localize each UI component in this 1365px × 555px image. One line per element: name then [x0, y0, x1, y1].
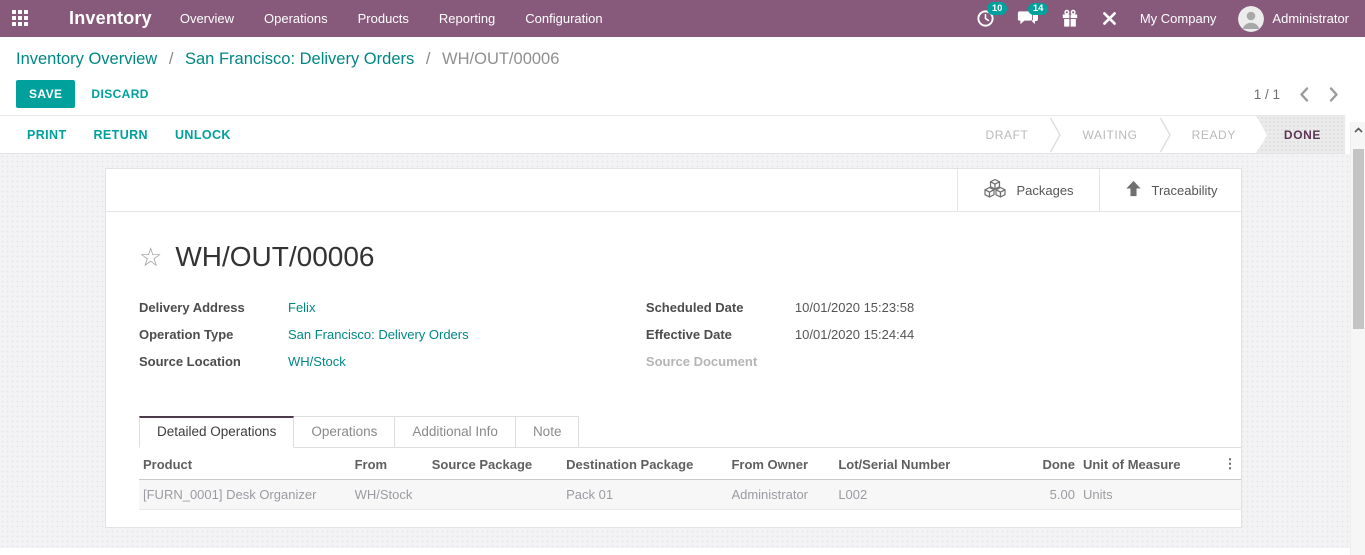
breadcrumb-inventory-overview[interactable]: Inventory Overview — [16, 50, 158, 68]
pager-prev-icon[interactable] — [1298, 86, 1310, 103]
cell-lot-serial: L002 — [834, 479, 1024, 510]
scheduled-date-label: Scheduled Date — [645, 300, 744, 315]
pager-count: 1 / 1 — [1253, 86, 1280, 102]
return-button[interactable]: RETURN — [93, 127, 148, 142]
source-location-value[interactable]: WH/Stock — [288, 354, 346, 369]
cell-product: [FURN_0001] Desk Organizer — [139, 479, 351, 510]
tab-operations[interactable]: Operations — [294, 416, 396, 448]
content-area: Packages Traceability ☆ WH/OUT/00006 — [0, 154, 1365, 548]
tab-detailed-operations[interactable]: Detailed Operations — [139, 416, 295, 448]
cell-source-package — [427, 479, 563, 510]
messages-icon[interactable]: 14 — [1016, 2, 1049, 28]
menu-operations[interactable]: Operations — [264, 11, 328, 26]
detailed-operations-table: Product From Source Package Destination … — [139, 448, 1241, 510]
statusbar: DRAFT WAITING READY DONE — [965, 116, 1345, 153]
cell-unit-of-measure: Units — [1078, 479, 1219, 510]
status-done[interactable]: DONE — [1255, 116, 1345, 153]
cell-from-owner: Administrator — [727, 479, 835, 510]
user-avatar[interactable] — [1238, 5, 1265, 32]
unlock-button[interactable]: UNLOCK — [174, 127, 231, 142]
tab-note[interactable]: Note — [515, 416, 580, 448]
cubes-icon — [983, 178, 1007, 202]
col-source-package: Source Package — [427, 448, 563, 480]
print-button[interactable]: PRINT — [27, 127, 67, 142]
source-location-label: Source Location — [139, 354, 241, 369]
packages-button[interactable]: Packages — [957, 169, 1099, 211]
breadcrumb-separator: / — [425, 50, 431, 68]
optional-columns-icon[interactable]: ⋮ — [1218, 448, 1241, 480]
action-row: SAVE DISCARD 1 / 1 — [0, 73, 1365, 115]
page-title: WH/OUT/00006 — [175, 241, 375, 272]
delivery-address-value[interactable]: Felix — [288, 300, 316, 315]
pager: 1 / 1 — [1254, 86, 1340, 103]
traceability-label: Traceability — [1151, 182, 1218, 198]
statusbar-chevron-icon — [1048, 116, 1062, 153]
scrollbar[interactable] — [1350, 122, 1365, 555]
user-menu[interactable]: Administrator — [1272, 11, 1349, 26]
control-panel-buttons: PRINT RETURN UNLOCK — [27, 116, 231, 153]
col-done: Done — [1023, 448, 1079, 480]
menu-reporting[interactable]: Reporting — [438, 11, 496, 26]
col-lot-serial: Lot/Serial Number — [834, 448, 1024, 480]
app-name[interactable]: Inventory — [69, 8, 152, 28]
scroll-up-icon[interactable] — [1351, 122, 1365, 138]
status-ready[interactable]: READY — [1191, 127, 1236, 142]
messages-badge: 14 — [1027, 2, 1049, 15]
packages-label: Packages — [1016, 182, 1074, 198]
save-button[interactable]: SAVE — [16, 80, 76, 108]
gift-icon[interactable] — [1061, 9, 1079, 28]
activity-badge: 10 — [986, 2, 1008, 15]
source-document-label: Source Document — [645, 354, 758, 369]
field-groups: Delivery Address Felix Operation Type Sa… — [139, 300, 1241, 381]
tools-icon[interactable] — [1101, 10, 1118, 27]
cell-done: 5.00 — [1023, 479, 1079, 510]
operation-type-value[interactable]: San Francisco: Delivery Orders — [288, 327, 469, 342]
breadcrumb-delivery-orders[interactable]: San Francisco: Delivery Orders — [185, 50, 415, 68]
operation-type-label: Operation Type — [139, 327, 234, 342]
button-box: Packages Traceability — [106, 169, 1241, 212]
app-menu: Overview Operations Products Reporting C… — [180, 11, 603, 26]
breadcrumb-separator: / — [168, 50, 174, 68]
breadcrumb: Inventory Overview / San Francisco: Deli… — [0, 37, 1365, 73]
effective-date-value[interactable]: 10/01/2020 15:24:44 — [794, 327, 915, 342]
cell-from: WH/Stock — [350, 479, 428, 510]
scheduled-date-value[interactable]: 10/01/2020 15:23:58 — [794, 300, 915, 315]
col-unit-of-measure: Unit of Measure — [1078, 448, 1219, 480]
status-waiting[interactable]: WAITING — [1082, 127, 1138, 142]
company-switcher[interactable]: My Company — [1139, 11, 1217, 26]
nav-right: 10 14 My Company — [976, 2, 1349, 32]
scrollbar-thumb[interactable] — [1353, 149, 1364, 329]
discard-button[interactable]: DISCARD — [91, 87, 149, 101]
control-panel: PRINT RETURN UNLOCK DRAFT WAITING READY … — [0, 115, 1345, 154]
cell-destination-package: Pack 01 — [562, 479, 728, 510]
status-draft[interactable]: DRAFT — [985, 127, 1029, 142]
col-from: From — [350, 448, 428, 480]
menu-overview[interactable]: Overview — [179, 11, 235, 26]
menu-configuration[interactable]: Configuration — [525, 11, 603, 26]
table-row[interactable]: [FURN_0001] Desk Organizer WH/Stock Pack… — [139, 479, 1241, 510]
apps-grid-icon[interactable] — [12, 10, 29, 27]
top-nav: Inventory Overview Operations Products R… — [0, 0, 1365, 37]
col-product: Product — [139, 448, 351, 480]
form-sheet: ☆ WH/OUT/00006 Delivery Address Felix Op… — [106, 241, 1241, 510]
notebook-tabs: Detailed Operations Operations Additiona… — [139, 415, 1241, 448]
breadcrumb-current: WH/OUT/00006 — [442, 50, 560, 68]
activity-clock-icon[interactable]: 10 — [976, 2, 1008, 28]
col-destination-package: Destination Package — [562, 448, 728, 480]
menu-products[interactable]: Products — [357, 11, 409, 26]
table-header-row: Product From Source Package Destination … — [139, 448, 1241, 480]
tab-additional-info[interactable]: Additional Info — [395, 416, 516, 448]
delivery-address-label: Delivery Address — [139, 300, 245, 315]
form-card: Packages Traceability ☆ WH/OUT/00006 — [105, 168, 1242, 528]
pager-next-icon[interactable] — [1328, 86, 1340, 103]
effective-date-label: Effective Date — [645, 327, 732, 342]
arrow-up-icon — [1124, 179, 1143, 201]
col-from-owner: From Owner — [727, 448, 835, 480]
statusbar-chevron-icon — [1158, 116, 1172, 153]
cell-options — [1218, 479, 1241, 510]
favorite-star-icon[interactable]: ☆ — [139, 242, 163, 272]
traceability-button[interactable]: Traceability — [1099, 169, 1241, 211]
